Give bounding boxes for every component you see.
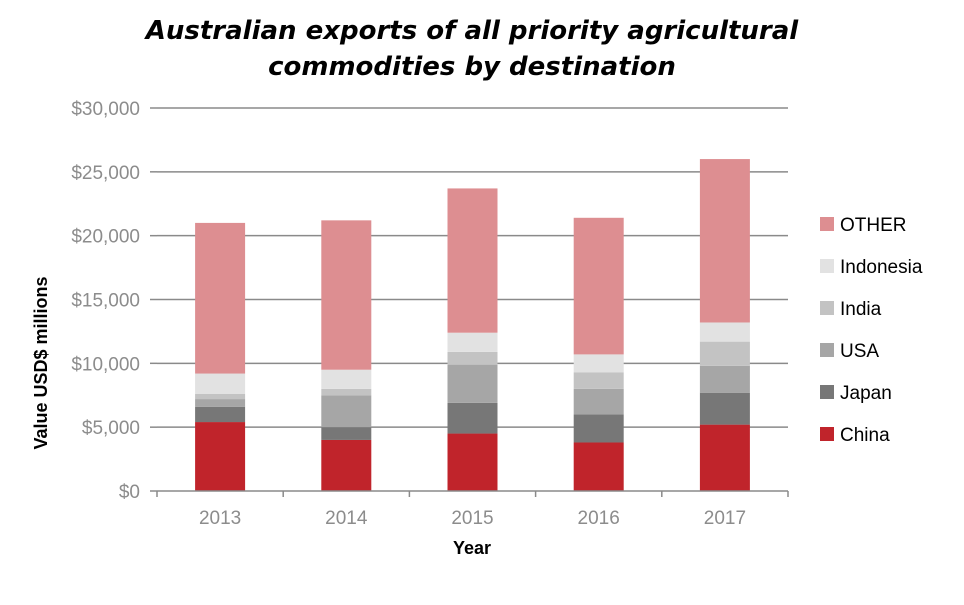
y-axis-title: Value USD$ millions: [31, 276, 51, 449]
bar-segment-india-2013: [195, 393, 246, 400]
bar-segment-china-2015: [447, 433, 498, 491]
bar-segment-china-2013: [195, 422, 246, 491]
bars: [195, 159, 750, 491]
x-tick-labels: 2013 2014 2015 2016 2017: [199, 508, 746, 529]
bar-segment-india-2015: [447, 351, 498, 365]
bar-segment-other-2017: [699, 159, 750, 323]
legend-label-usa: USA: [840, 341, 879, 362]
legend-label-japan: Japan: [840, 383, 892, 404]
bar-segment-other-2013: [195, 222, 246, 374]
chart-title-line-1: Australian exports of all priority agric…: [144, 16, 800, 46]
bar-segment-usa-2015: [447, 364, 498, 403]
x-tick-label: 2016: [578, 508, 620, 529]
y-tick-label: $20,000: [71, 227, 140, 248]
legend-swatch-indonesia: [820, 259, 834, 273]
legend-label-other: OTHER: [840, 215, 907, 236]
y-tick-label: $25,000: [71, 163, 140, 184]
bar-segment-usa-2013: [195, 399, 246, 407]
bar-segment-usa-2017: [699, 365, 750, 393]
y-tick-labels: $0 $5,000 $10,000 $15,000 $20,000 $25,000 $30,…: [71, 99, 140, 503]
bar-segment-india-2016: [573, 372, 624, 389]
bar-segment-indonesia-2013: [195, 373, 246, 394]
bar-segment-japan-2017: [699, 392, 750, 425]
x-tick-label: 2014: [325, 508, 368, 529]
bar-segment-china-2014: [321, 439, 372, 491]
y-tick-label: $30,000: [71, 99, 140, 120]
legend-label-indonesia: Indonesia: [840, 257, 923, 278]
y-tick-label: $15,000: [71, 291, 140, 312]
bar-segment-japan-2015: [447, 402, 498, 434]
legend-swatch-other: [820, 217, 834, 231]
legend-label-china: China: [840, 425, 890, 446]
bar-segment-indonesia-2017: [699, 322, 750, 342]
bar-segment-usa-2016: [573, 388, 624, 415]
legend-label-india: India: [840, 299, 882, 320]
y-tick-label: $5,000: [82, 418, 140, 439]
legend-swatch-india: [820, 301, 834, 315]
bar-segment-indonesia-2015: [447, 332, 498, 352]
y-tick-label: $10,000: [71, 354, 140, 375]
bar-segment-indonesia-2016: [573, 354, 624, 373]
x-tick-label: 2013: [199, 508, 241, 529]
legend-swatch-japan: [820, 385, 834, 399]
bar-segment-india-2014: [321, 388, 372, 396]
bar-segment-other-2015: [447, 188, 498, 333]
bar-segment-japan-2014: [321, 427, 372, 440]
legend-swatch-china: [820, 427, 834, 441]
bar-segment-other-2014: [321, 220, 372, 370]
bar-segment-japan-2013: [195, 406, 246, 423]
bar-segment-indonesia-2014: [321, 369, 372, 389]
legend-swatch-usa: [820, 343, 834, 357]
bar-segment-india-2017: [699, 341, 750, 366]
bar-segment-usa-2014: [321, 395, 372, 428]
x-tick-label: 2015: [451, 508, 493, 529]
chart-title-line-2: commodities by destination: [268, 52, 676, 82]
x-axis-title: Year: [453, 538, 491, 558]
bar-segment-china-2017: [699, 424, 750, 491]
bar-segment-china-2016: [573, 442, 624, 491]
bar-segment-other-2016: [573, 217, 624, 355]
bar-segment-japan-2016: [573, 414, 624, 443]
x-tick-label: 2017: [704, 508, 746, 529]
y-tick-label: $0: [119, 482, 140, 503]
axes: [156, 490, 789, 497]
legend: OTHER Indonesia India USA Japan China: [820, 215, 923, 446]
